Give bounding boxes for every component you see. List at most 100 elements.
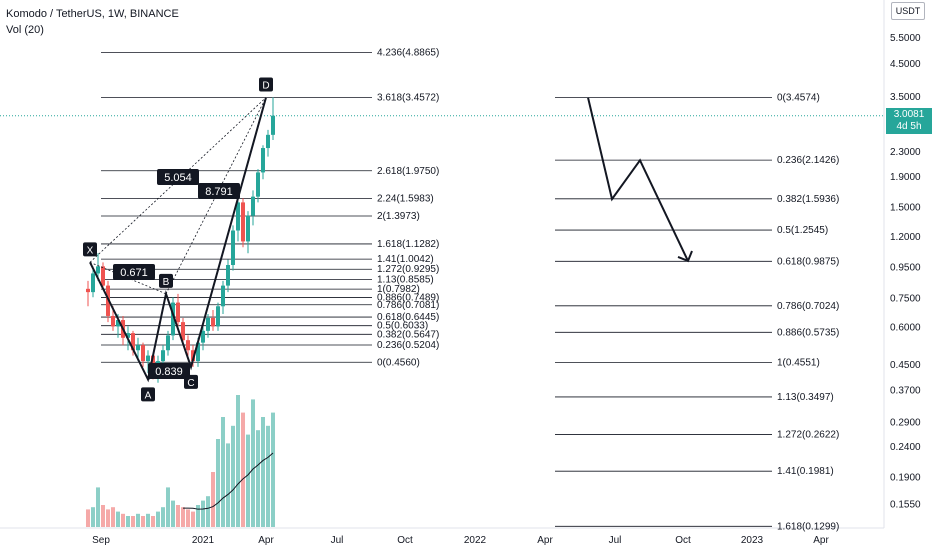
candle-body <box>176 302 180 323</box>
fib-level-label: 3.618(3.4572) <box>377 93 439 104</box>
volume-bar <box>246 434 250 527</box>
volume-bar <box>221 417 225 527</box>
ratio-box <box>113 264 155 280</box>
volume-indicator-label: Vol (20) <box>6 24 44 36</box>
volume-bar <box>271 412 275 527</box>
time-axis-label: Jul <box>609 535 622 546</box>
candle-body <box>236 202 240 231</box>
candle-body <box>181 322 185 341</box>
ratio-box <box>157 169 199 185</box>
price-axis-label: 1.9000 <box>890 172 921 183</box>
volume-bar <box>126 516 130 527</box>
projection-path <box>587 97 689 262</box>
fib-level-label: 4.236(4.8865) <box>377 47 439 58</box>
projection-level-label: 1.618(0.1299) <box>777 521 839 532</box>
ratio-label: 0.671 <box>120 267 148 279</box>
time-axis-label: 2023 <box>741 535 764 546</box>
pattern-point-box <box>259 77 273 92</box>
volume-bar <box>236 395 240 527</box>
volume-bar <box>191 511 195 527</box>
price-axis-label: 2.3000 <box>890 147 921 158</box>
fib-level-label: 2.618(1.9750) <box>377 166 439 177</box>
price-axis-label: 0.4500 <box>890 360 921 371</box>
volume-bar <box>211 472 215 527</box>
volume-bar <box>106 509 110 527</box>
volume-bar <box>116 511 120 527</box>
volume-bar <box>86 509 90 527</box>
fib-level-label: 0.618(0.6445) <box>377 312 439 323</box>
time-axis-label: Oct <box>675 535 691 546</box>
volume-bar <box>96 487 100 527</box>
candle-body <box>211 317 215 327</box>
projection-level-label: 1(0.4551) <box>777 358 820 369</box>
volume-bar <box>206 496 210 527</box>
price-axis-label: 0.9500 <box>890 262 921 273</box>
volume-bar <box>261 417 265 527</box>
projection-level-label: 0.5(1.2545) <box>777 225 828 236</box>
candle-body <box>206 317 210 331</box>
candle-body <box>241 202 245 242</box>
projection-level-label: 0(3.4574) <box>777 93 820 104</box>
projection-level-label: 1.272(0.2622) <box>777 430 839 441</box>
price-axis-label: 0.1900 <box>890 473 921 484</box>
volume-bar <box>166 487 170 527</box>
volume-bar <box>266 425 270 527</box>
candle-body <box>201 330 205 343</box>
projection-arrowhead <box>677 250 693 263</box>
pattern-point-label: A <box>145 390 152 401</box>
volume-bar <box>251 399 255 527</box>
price-axis-label: 4.5000 <box>890 59 921 70</box>
projection-level-label: 1.41(0.1981) <box>777 466 834 477</box>
price-axis-label: 0.7500 <box>890 293 921 304</box>
time-axis-label: 2022 <box>464 535 487 546</box>
candle-body <box>191 350 195 362</box>
volume-bar <box>176 505 180 527</box>
ratio-box <box>198 183 240 199</box>
volume-bar <box>121 513 125 527</box>
projection-level-label: 0.786(0.7024) <box>777 301 839 312</box>
last-price-tag: 3.0081 4d 5h <box>886 108 932 134</box>
currency-label[interactable]: USDT <box>891 2 925 20</box>
volume-bar <box>226 443 230 527</box>
fib-level-label: 1(0.7982) <box>377 284 420 295</box>
fib-level-label: 1.618(1.1282) <box>377 239 439 250</box>
fib-level-label: 0.886(0.7489) <box>377 292 439 303</box>
time-axis-label: Apr <box>813 535 829 546</box>
projection-level-label: 0.618(0.9875) <box>777 256 839 267</box>
pattern-point-box <box>159 273 173 288</box>
fib-level-label: 1.13(0.8585) <box>377 275 434 286</box>
time-axis-label: Sep <box>92 535 110 546</box>
price-axis-label: 0.6000 <box>890 322 921 333</box>
pattern-point-label: B <box>163 277 170 288</box>
candle-body <box>126 333 130 338</box>
candle-body <box>246 215 250 242</box>
time-axis-label: Oct <box>397 535 413 546</box>
volume-bar <box>171 500 175 527</box>
fib-level-label: 0.786(0.7081) <box>377 300 439 311</box>
time-axis-label: Apr <box>537 535 553 546</box>
projection-level-label: 0.236(2.1426) <box>777 155 839 166</box>
pattern-point-label: D <box>262 81 269 92</box>
candle-body <box>216 306 220 327</box>
projection-level-label: 0.886(0.5735) <box>777 327 839 338</box>
volume-bar <box>151 516 155 527</box>
time-axis-label: Jul <box>331 535 344 546</box>
volume-bar <box>161 507 165 527</box>
volume-bar <box>146 513 150 527</box>
price-axis-label: 5.5000 <box>890 33 921 44</box>
volume-bar <box>136 513 140 527</box>
candle-body <box>256 172 260 197</box>
candle-body <box>161 350 165 362</box>
candle-body <box>231 230 235 266</box>
pattern-point-box <box>83 242 97 257</box>
candle-body <box>91 273 95 293</box>
pattern-dotted-leg <box>165 97 267 295</box>
price-axis-label: 1.2000 <box>890 232 921 243</box>
candle-body <box>251 196 255 216</box>
candle-body <box>261 148 265 173</box>
candle-body <box>226 265 230 286</box>
price-axis-label: 0.3700 <box>890 386 921 397</box>
candle-body <box>196 342 200 362</box>
candle-body <box>266 134 270 149</box>
